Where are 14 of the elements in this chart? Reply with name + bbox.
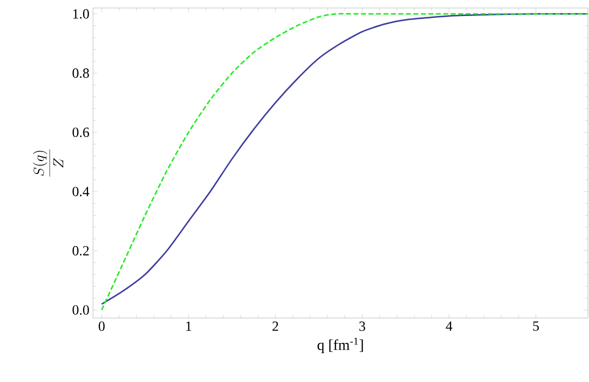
x-tick-label: 5	[533, 322, 539, 331]
y-tick-label: 0.0	[72, 305, 89, 315]
y-axis-title: $\frac{S(q)}{Z}$	[32, 149, 64, 177]
y-tick-label: 0.4	[72, 186, 90, 196]
x-tick-label: 0	[98, 322, 105, 331]
y-tick-label: 0.6	[72, 128, 90, 138]
y-tick-label: 0.8	[72, 68, 89, 78]
x-tick-label: 3	[359, 322, 366, 331]
x-tick-label: 1	[186, 322, 192, 331]
x-axis-title: q [fm$^{-1}$]	[318, 338, 363, 354]
y-tick-label: 1.0	[73, 9, 89, 19]
x-tick-label: 4	[446, 322, 452, 331]
x-tick-label: 2	[272, 322, 278, 331]
y-tick-label: 0.2	[72, 246, 89, 256]
